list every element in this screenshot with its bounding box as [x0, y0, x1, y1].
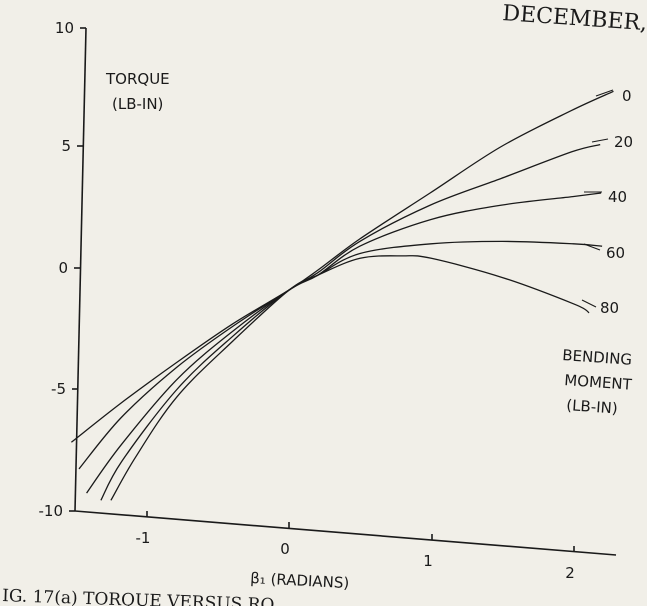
y-axis-line	[74, 27, 87, 512]
y-tick-label: -10	[39, 502, 64, 520]
series-label-80: 80	[600, 299, 619, 317]
x-axis-line	[74, 510, 617, 556]
y-tick-label: 10	[55, 19, 74, 37]
x-tick-label: 1	[423, 552, 433, 570]
series-line-0	[71, 90, 614, 443]
series-label-60: 60	[606, 244, 625, 262]
series-leader-60	[583, 243, 601, 251]
figure-caption: IG. 17(a) TORQUE VERSUS RO	[2, 586, 275, 606]
x-tick-label: 0	[280, 540, 290, 558]
series-label-40: 40	[608, 188, 627, 206]
x-tick-label: 2	[565, 564, 575, 582]
legend-title-line: (LB-IN)	[566, 396, 619, 418]
series-leader-20	[591, 138, 609, 143]
legend-title-line: MOMENT	[564, 371, 633, 394]
series-line-20	[78, 143, 601, 470]
axes	[69, 27, 617, 556]
curves	[71, 90, 614, 501]
series-line-80	[110, 255, 590, 501]
series-leader-80	[581, 299, 597, 308]
y-axis-label-line: (LB-IN)	[112, 95, 163, 113]
series-line-40	[86, 192, 602, 494]
series-leader-0	[595, 89, 614, 97]
legend-title-line: BENDING	[562, 346, 633, 369]
series-label-0: 0	[622, 87, 632, 105]
x-tick-label: -1	[136, 529, 151, 547]
series-line-60	[100, 240, 603, 501]
y-tick-label: 0	[58, 259, 68, 277]
y-axis-label-line: TORQUE	[105, 70, 170, 88]
x-axis-label: β₁ (RADIANS)	[250, 569, 350, 592]
series-label-20: 20	[614, 133, 633, 151]
y-tick-label: 5	[61, 137, 71, 155]
y-tick-label: -5	[51, 380, 66, 398]
page-header-fragment: DECEMBER,	[502, 1, 647, 36]
